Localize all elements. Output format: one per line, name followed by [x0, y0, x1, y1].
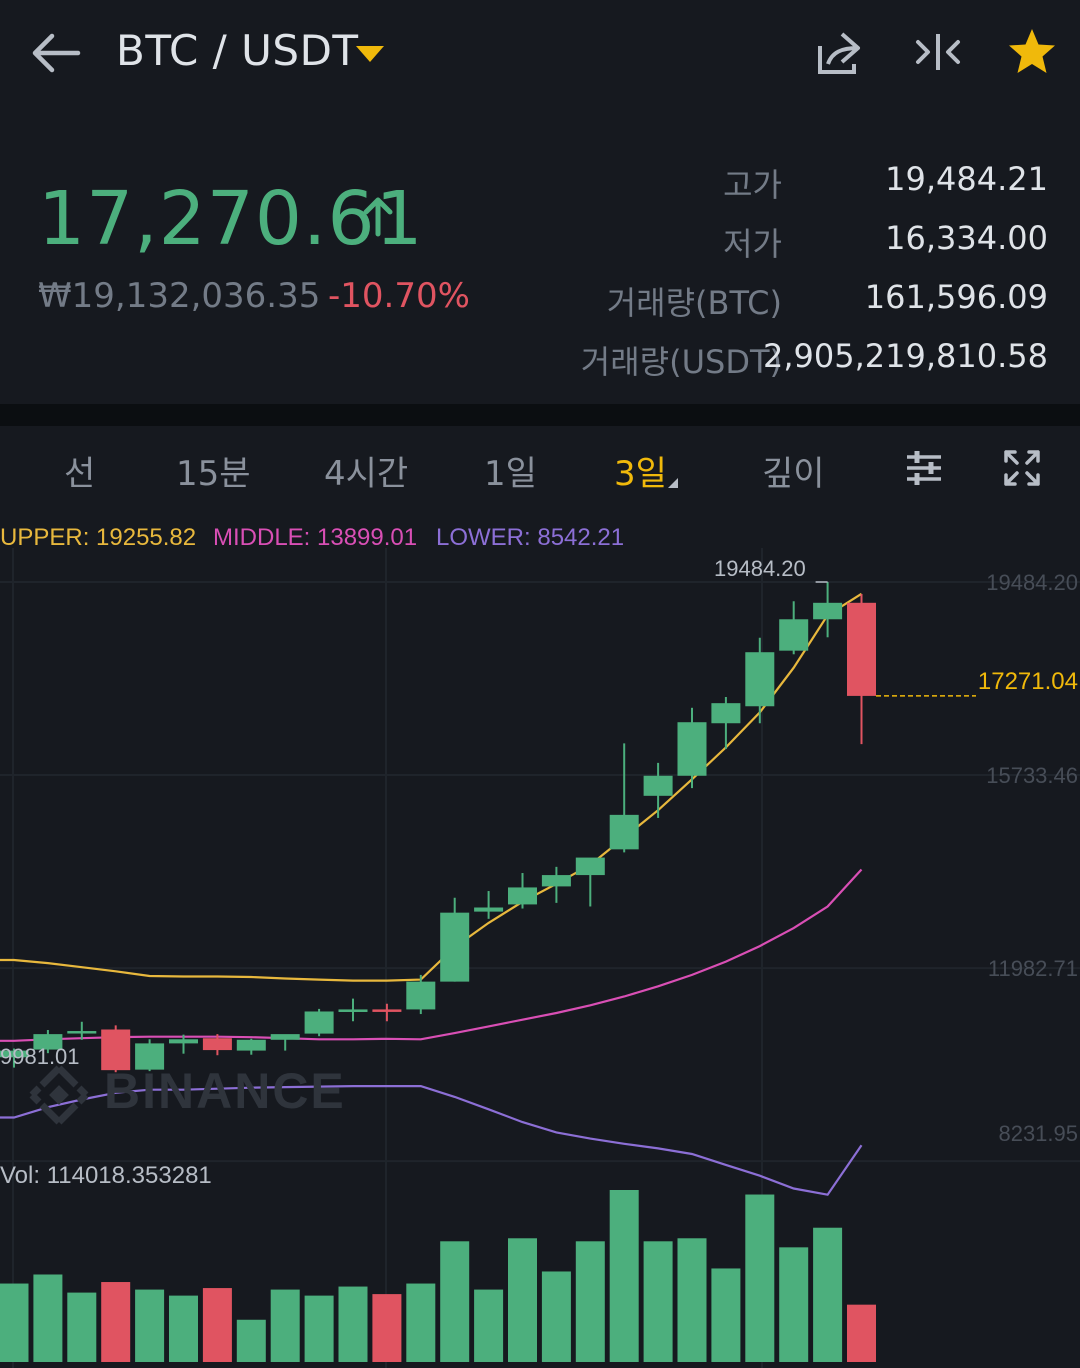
stat-value-low: 16,334.00: [885, 219, 1048, 257]
candle-body: [406, 981, 436, 1010]
volume-bar: [202, 1288, 232, 1362]
volume-bar: [541, 1271, 571, 1362]
volume-bar: [711, 1268, 741, 1362]
candle-body: [711, 703, 741, 724]
volume-bar: [67, 1292, 97, 1362]
high-marker-label: 19484.20: [714, 556, 806, 581]
volume-bar: [0, 1283, 29, 1362]
candle-body: [0, 1050, 29, 1058]
volume-bar: [33, 1274, 63, 1362]
dropdown-caret-icon[interactable]: [354, 44, 386, 64]
binance-watermark: BINANCE: [104, 1063, 346, 1119]
volume-bar: [609, 1190, 639, 1362]
settings-sliders-icon[interactable]: [904, 448, 944, 488]
volume-bar: [304, 1295, 334, 1362]
volume-bar: [677, 1238, 707, 1362]
axis-tick-label: 19484.20: [986, 570, 1078, 595]
stat-label-low: 저가: [723, 225, 782, 263]
tab-1day[interactable]: 1일: [484, 454, 537, 494]
trading-pair-title[interactable]: BTC / USDT: [116, 26, 359, 75]
candle-body: [33, 1034, 63, 1050]
volume-label: Vol: 114018.353281: [0, 1162, 212, 1189]
upper-band-line: [0, 592, 863, 982]
candle-body: [236, 1039, 266, 1051]
candle-body: [440, 912, 470, 982]
candle-body: [508, 887, 537, 905]
volume-bar: [508, 1238, 537, 1362]
fullscreen-icon[interactable]: [1002, 448, 1042, 488]
candle-body: [202, 1038, 232, 1051]
back-arrow-icon[interactable]: [26, 22, 88, 84]
volume-bar: [135, 1289, 165, 1362]
candle-body: [270, 1034, 300, 1040]
stat-value-volume-usdt: 2,905,219,810.58: [763, 337, 1048, 375]
axis-tick-label: 15733.46: [986, 763, 1078, 788]
legend-middle: MIDDLE: 13899.01: [213, 524, 418, 551]
candle-body: [609, 814, 639, 850]
lower-band-line: [0, 1085, 863, 1196]
volume-bar: [372, 1294, 402, 1362]
volume-bar: [575, 1241, 605, 1362]
stat-value-volume-btc: 161,596.09: [864, 278, 1048, 316]
share-icon[interactable]: [812, 26, 864, 78]
tab-depth[interactable]: 깊이: [762, 454, 825, 494]
tab-line[interactable]: 선: [64, 454, 96, 494]
stat-label-volume-btc: 거래량(BTC): [606, 284, 782, 322]
low-marker-label: 9981.01: [0, 1044, 80, 1069]
change-percent: -10.70%: [328, 276, 470, 316]
candle-body: [643, 775, 673, 796]
stat-value-high: 19,484.21: [885, 160, 1048, 198]
volume-bar: [169, 1295, 198, 1362]
middle-band-line: [0, 868, 863, 1042]
candle-body: [67, 1031, 97, 1034]
candle-body: [135, 1043, 165, 1070]
volume-bar: [779, 1247, 809, 1362]
compare-icon[interactable]: [912, 26, 964, 78]
volume-bar: [847, 1304, 876, 1362]
candle-body: [372, 1009, 402, 1012]
volume-bar: [406, 1283, 436, 1362]
volume-bar: [270, 1289, 300, 1362]
legend-upper: UPPER: 19255.82: [0, 524, 197, 551]
top-bar: BTC / USDT: [0, 0, 1080, 110]
volume-bar: [236, 1319, 266, 1362]
legend-lower: LOWER: 8542.21: [436, 524, 625, 551]
axis-tick-label: 8231.95: [998, 1121, 1078, 1146]
candle-body: [169, 1039, 198, 1044]
volume-bar: [643, 1241, 673, 1362]
candle-body: [338, 1009, 368, 1012]
last-price: 17,270.61: [38, 176, 424, 262]
tab-dropdown-caret-icon[interactable]: [668, 478, 678, 488]
candle-body: [779, 619, 809, 651]
candle-body: [575, 857, 605, 876]
tab-4hour[interactable]: 4시간: [324, 454, 409, 494]
candle-body: [101, 1029, 131, 1071]
volume-bar: [101, 1282, 131, 1362]
volume-bar: [338, 1286, 368, 1362]
up-arrow-icon: [363, 197, 393, 237]
candle-body: [745, 652, 775, 707]
candle-body: [677, 722, 707, 776]
volume-bar: [474, 1289, 504, 1362]
axis-tick-label: 11982.71: [987, 956, 1078, 981]
candle-body: [474, 907, 504, 912]
favorite-star-icon[interactable]: [1006, 26, 1058, 78]
candlestick-chart[interactable]: [0, 548, 1080, 1368]
stat-label-volume-usdt: 거래량(USDT): [580, 343, 782, 381]
volume-bar: [813, 1227, 843, 1362]
tab-15min[interactable]: 15분: [176, 454, 251, 494]
candle-body: [304, 1011, 334, 1034]
candle-body: [813, 602, 843, 620]
fiat-price: ₩19,132,036.35: [38, 276, 321, 316]
binance-logo-icon: [29, 1065, 89, 1125]
volume-bar: [745, 1194, 775, 1362]
candle-body: [847, 602, 876, 696]
volume-bar: [440, 1241, 470, 1362]
current-price-tag: 17271.04: [977, 668, 1078, 695]
section-divider: [0, 404, 1080, 426]
candle-body: [541, 875, 571, 887]
tab-3day[interactable]: 3일: [614, 454, 667, 494]
stat-label-high: 고가: [723, 166, 782, 204]
